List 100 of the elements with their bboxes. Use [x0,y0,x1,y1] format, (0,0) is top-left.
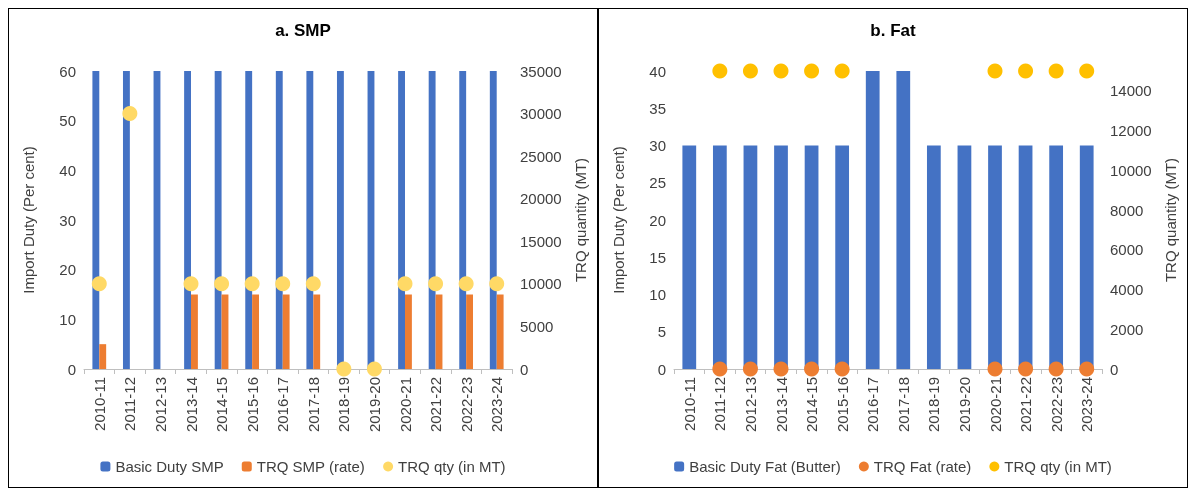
point [366,361,382,377]
point [91,276,107,292]
y-tick-label: 10 [649,286,666,303]
y2-tick-label: 15000 [520,232,562,250]
x-tick-label: 2021-22 [1017,377,1035,433]
x-tick-label: 2010-11 [90,377,108,431]
y-tick-label: 25 [649,174,666,192]
y2-tick-label: 4000 [1110,281,1144,299]
x-tick-label: 2020-21 [396,377,414,433]
x-tick-label: 2016-17 [864,377,882,433]
y2-tick-label: 10000 [520,275,562,293]
legend-label: Basic Duty Fat (Butter) [689,458,841,475]
bar [122,71,130,369]
bar [405,294,412,369]
y2-tick-label: 25000 [520,147,562,165]
y2-tick-label: 30000 [520,105,562,123]
x-tick-label: 2015-16 [243,377,261,433]
x-tick-label: 2011-12 [711,377,729,431]
bar [214,71,222,369]
legend-label: TRQ Fat (rate) [873,458,972,475]
y-axis-title: Import Duty (Per cent) [610,146,627,294]
bar [282,294,290,369]
y-tick-label: 50 [59,112,76,130]
y2-tick-label: 12000 [1110,122,1152,140]
point [336,361,352,377]
point [214,276,230,292]
y2-tick-label: 8000 [1110,201,1144,219]
bar [245,71,253,369]
legend-label: Basic Duty SMP [115,458,224,475]
point [275,276,291,292]
y2-tick-label: 35000 [520,62,562,80]
y-tick-label: 40 [649,62,666,80]
y2-tick-label: 6000 [1110,241,1144,259]
x-tick-label: 2011-12 [121,377,139,431]
bar [496,294,504,369]
bar [466,294,474,369]
y2-tick-label: 2000 [1110,320,1144,338]
bar [99,344,107,369]
x-tick-label: 2020-21 [986,377,1004,433]
y2-tick-label: 10000 [1110,161,1152,179]
y-tick-label: 15 [649,248,666,266]
y-tick-label: 60 [59,62,76,80]
bar [398,71,405,369]
x-tick-label: 2012-13 [741,377,759,433]
legend-label: TRQ qty (in MT) [1004,458,1112,475]
x-tick-label: 2021-22 [427,377,445,433]
bar [459,71,467,369]
x-tick-label: 2023-24 [1078,377,1096,433]
point [244,276,260,292]
x-tick-label: 2017-18 [894,377,912,433]
y-tick-label: 30 [649,137,666,154]
bar [306,71,314,369]
point [458,276,474,292]
x-tick-label: 2016-17 [274,377,292,433]
point [183,276,199,292]
y2-axis-title: TRQ quantity (MT) [1161,157,1179,283]
bar [184,71,191,369]
y-tick-label: 35 [649,99,666,117]
bar [275,71,283,369]
legend-label: TRQ qty (in MT) [398,458,506,475]
y-tick-label: 5 [657,323,666,341]
y2-tick-label: 20000 [520,190,562,208]
x-tick-label: 2019-20 [365,377,383,433]
y-tick-label: 10 [59,310,76,328]
bar [489,71,497,369]
point [305,276,321,292]
bar [191,294,198,369]
x-tick-label: 2018-19 [925,377,943,433]
bar [92,71,100,369]
x-tick-label: 2022-23 [1047,377,1065,433]
y-tick-label: 20 [649,211,666,229]
y2-tick-label: 0 [1110,360,1119,378]
x-tick-label: 2010-11 [680,377,698,431]
y2-tick-label: 0 [520,360,529,378]
y2-axis-title: TRQ quantity (MT) [571,157,589,283]
y-tick-label: 0 [657,360,666,378]
point [397,276,413,292]
y-axis-title: Import Duty (Per cent) [20,146,37,294]
bar [313,294,321,369]
x-tick-label: 2012-13 [151,377,169,433]
x-tick-label: 2022-23 [457,377,475,433]
y2-tick-label: 5000 [520,317,554,335]
point [428,276,444,292]
x-tick-label: 2014-15 [803,377,821,433]
chart-title: a. SMP [275,21,331,40]
x-tick-label: 2019-20 [955,377,973,433]
y2-tick-label: 14000 [1110,82,1152,100]
x-tick-label: 2015-16 [833,377,851,433]
bar [252,294,260,369]
x-tick-label: 2013-14 [182,377,200,433]
point [489,276,505,292]
x-tick-label: 2017-18 [304,377,322,433]
x-tick-label: 2018-19 [335,377,353,433]
point [122,106,138,122]
x-tick-label: 2023-24 [488,377,506,433]
y-tick-label: 30 [59,211,76,229]
y-tick-label: 20 [59,261,76,279]
x-tick-label: 2013-14 [772,377,790,433]
x-tick-label: 2014-15 [213,377,231,433]
bar [428,71,436,369]
